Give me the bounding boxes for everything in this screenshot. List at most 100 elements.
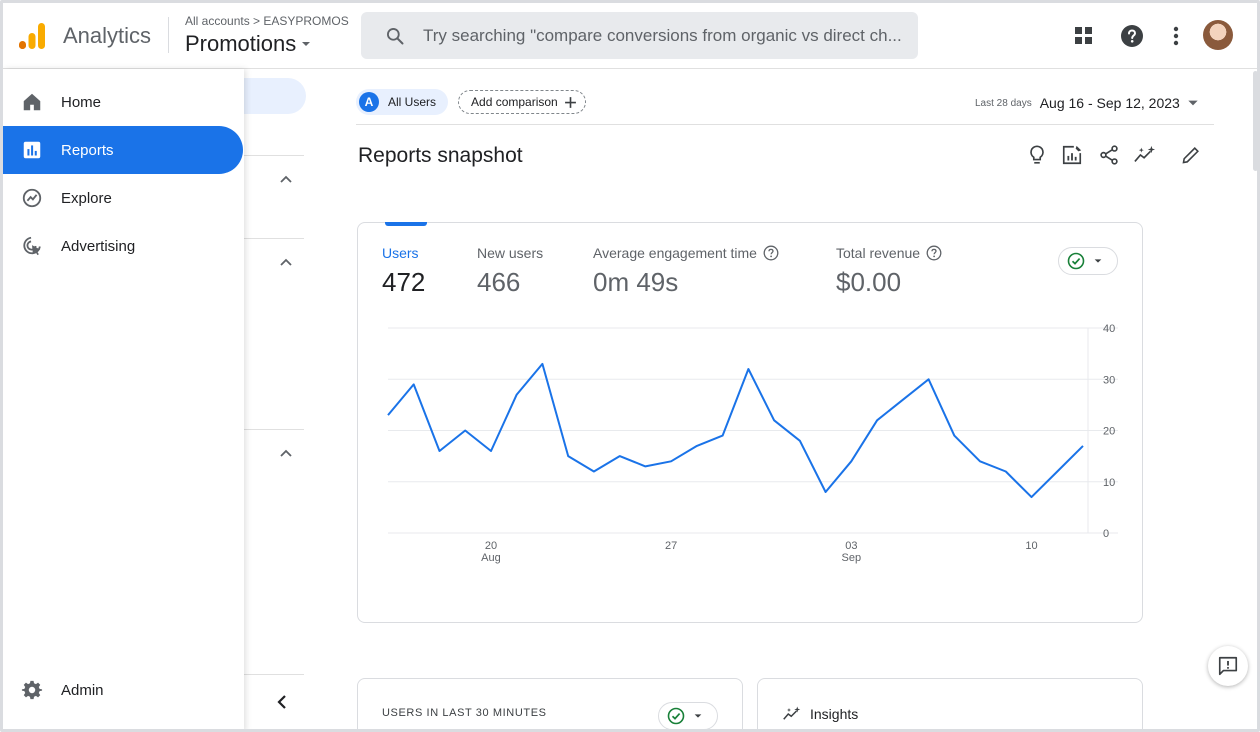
header-divider — [168, 17, 169, 53]
reports-icon — [23, 141, 41, 159]
more-vert-icon[interactable] — [1163, 23, 1189, 49]
metric-users[interactable]: Users 472 — [382, 245, 425, 298]
secondary-nav-divider — [244, 429, 304, 430]
explore-icon — [22, 188, 42, 208]
search-icon — [387, 27, 404, 44]
analytics-logo-icon[interactable] — [17, 21, 47, 51]
gear-icon — [21, 680, 43, 700]
chevron-up-icon[interactable] — [278, 445, 294, 461]
advertising-icon — [23, 236, 41, 256]
add-comparison-label: Add comparison — [471, 95, 558, 109]
y-tick-label: 0 — [1103, 528, 1109, 540]
segment-label: All Users — [388, 95, 437, 109]
insights-card: Insights — [757, 678, 1143, 729]
metric-total-revenue[interactable]: Total revenue $0.00 — [836, 245, 942, 298]
caret-down-icon — [302, 42, 311, 46]
nav-item-advertising[interactable]: Advertising — [3, 222, 243, 270]
x-tick-label: 03 — [845, 540, 857, 552]
secondary-nav-divider — [244, 238, 304, 239]
y-tick-label: 40 — [1103, 323, 1115, 335]
active-metric-indicator — [385, 222, 427, 226]
metric-value: 466 — [477, 267, 521, 297]
segment-badge: A — [359, 92, 379, 112]
segment-chip-all-users[interactable]: A All Users — [356, 89, 449, 115]
x-tick-label: 27 — [665, 540, 677, 552]
feedback-icon — [1218, 656, 1238, 676]
plus-icon — [564, 96, 576, 108]
secondary-nav-divider — [244, 155, 304, 156]
users-series-line[interactable] — [387, 362, 1084, 499]
nav-item-label: Admin — [61, 681, 104, 699]
nav-item-label: Reports — [61, 141, 114, 159]
nav-item-label: Home — [61, 93, 102, 111]
edit-pencil-icon[interactable] — [1179, 143, 1203, 167]
insights-card-title: Insights — [810, 706, 859, 722]
x-tick-sublabel: Sep — [842, 552, 862, 564]
home-icon — [23, 93, 41, 111]
nav-item-label: Explore — [61, 189, 112, 207]
date-range-value: Aug 16 - Sep 12, 2023 — [1039, 95, 1180, 111]
check-circle-icon — [667, 707, 685, 725]
nav-item-home[interactable]: Home — [3, 78, 243, 126]
caret-down-icon — [694, 714, 702, 718]
help-icon[interactable] — [1119, 23, 1145, 49]
scrollbar-thumb[interactable] — [1253, 71, 1257, 171]
x-tick-label: 20 — [485, 540, 497, 552]
metrics-card: Users 472 New users 466 Average engageme… — [357, 222, 1143, 623]
realtime-data-quality-select[interactable] — [658, 702, 718, 729]
account-avatar[interactable] — [1203, 20, 1233, 50]
date-period-label: Last 28 days — [975, 97, 1032, 109]
nav-item-explore[interactable]: Explore — [3, 174, 243, 222]
top-app-bar: Analytics All accounts > EASYPROMOS Prom… — [3, 3, 1257, 69]
customize-report-icon[interactable] — [1060, 143, 1084, 167]
realtime-card-title: USERS IN LAST 30 MINUTES — [382, 707, 547, 719]
check-circle-icon — [1067, 252, 1085, 270]
collapse-chevron-left-icon[interactable] — [273, 693, 291, 711]
y-tick-label: 20 — [1103, 426, 1115, 438]
y-tick-label: 10 — [1103, 477, 1115, 489]
insights-lightbulb-icon[interactable] — [1025, 143, 1049, 167]
search-placeholder: Try searching "compare conversions from … — [423, 25, 902, 45]
add-comparison-button[interactable]: Add comparison — [458, 90, 586, 114]
realtime-users-card: USERS IN LAST 30 MINUTES — [357, 678, 743, 729]
date-range-picker[interactable]: Last 28 days Aug 16 - Sep 12, 2023 — [975, 95, 1200, 111]
product-name: Analytics — [63, 23, 152, 48]
help-outline-icon[interactable] — [926, 245, 942, 261]
x-tick-sublabel: Aug — [481, 552, 501, 564]
nav-item-admin[interactable]: Admin — [3, 666, 243, 714]
chevron-up-icon[interactable] — [278, 254, 294, 270]
navigation-drawer: Home Reports Explore Advertising Admin — [3, 69, 244, 729]
chevron-up-icon[interactable] — [278, 171, 294, 187]
metric-value: 0m 49s — [593, 267, 679, 297]
comparison-bar: A All Users Add comparison — [356, 89, 586, 115]
y-tick-label: 30 — [1103, 374, 1115, 386]
metric-average-engagement-time[interactable]: Average engagement time 0m 49s — [593, 245, 779, 298]
data-quality-select[interactable] — [1058, 247, 1118, 275]
toolbar-divider — [356, 124, 1214, 125]
apps-icon[interactable] — [1071, 23, 1097, 49]
property-name: Promotions — [185, 31, 297, 56]
metric-value: $0.00 — [836, 267, 902, 297]
secondary-nav-selected[interactable] — [244, 78, 306, 114]
metric-name: Total revenue — [836, 245, 921, 261]
metric-name: New users — [477, 245, 544, 261]
x-tick-label: 10 — [1025, 540, 1037, 552]
metric-new-users[interactable]: New users 466 — [477, 245, 543, 298]
caret-down-icon — [1188, 100, 1198, 106]
metric-name: Average engagement time — [593, 245, 757, 261]
share-icon[interactable] — [1097, 143, 1121, 167]
metric-value: 472 — [382, 267, 426, 297]
account-breadcrumb[interactable]: All accounts > EASYPROMOS — [185, 14, 349, 28]
caret-down-icon — [1094, 259, 1102, 263]
property-selector[interactable]: Promotions — [185, 31, 312, 57]
nav-item-label: Advertising — [61, 237, 136, 255]
secondary-nav-divider — [244, 674, 304, 675]
help-outline-icon[interactable] — [763, 245, 779, 261]
search-box[interactable]: Try searching "compare conversions from … — [361, 12, 918, 59]
send-feedback-button[interactable] — [1208, 646, 1248, 686]
insights-sparkle-icon[interactable] — [1133, 143, 1157, 167]
page-title: Reports snapshot — [358, 144, 523, 167]
nav-item-reports[interactable]: Reports — [3, 126, 243, 174]
